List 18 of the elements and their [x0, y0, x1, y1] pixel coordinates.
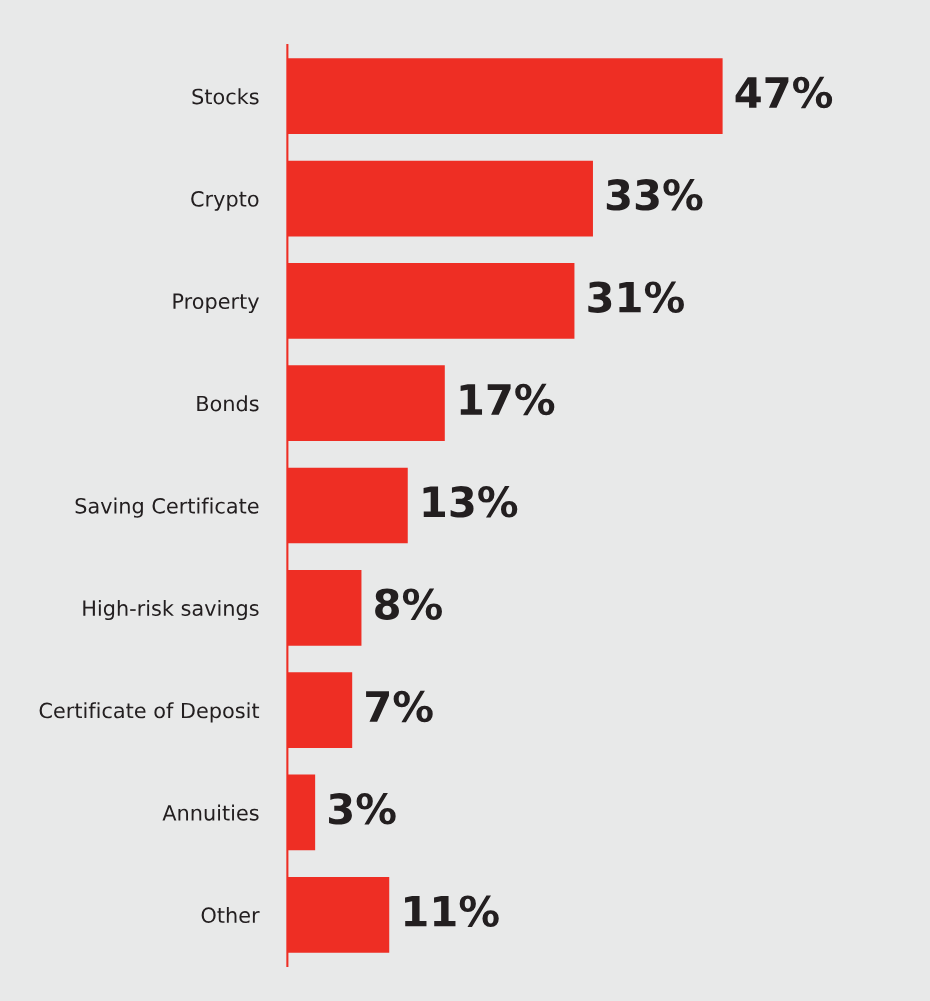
- data-label: 7%: [366, 690, 433, 723]
- y-tick-label: Stocks: [192, 88, 259, 105]
- data-label: 13%: [423, 486, 518, 518]
- data-label: 17%: [460, 383, 555, 416]
- y-tick-label: Property: [173, 293, 259, 314]
- data-label: 11%: [405, 895, 499, 927]
- y-tick-label: Annuities: [162, 804, 259, 821]
- y-tick-label: High-risk savings: [83, 599, 259, 621]
- y-tick-label: Other: [201, 906, 260, 924]
- data-label: 3%: [329, 793, 396, 825]
- data-label: 8%: [375, 588, 442, 620]
- data-label: 31%: [588, 281, 684, 313]
- data-label: 47%: [735, 76, 833, 109]
- data-label: 33%: [606, 179, 703, 211]
- y-tick-label: Saving Certificate: [75, 497, 259, 518]
- y-tick-label: Crypto: [191, 190, 259, 211]
- y-tick-label: Certificate of Deposit: [39, 702, 260, 723]
- y-tick-label: Bonds: [197, 395, 259, 412]
